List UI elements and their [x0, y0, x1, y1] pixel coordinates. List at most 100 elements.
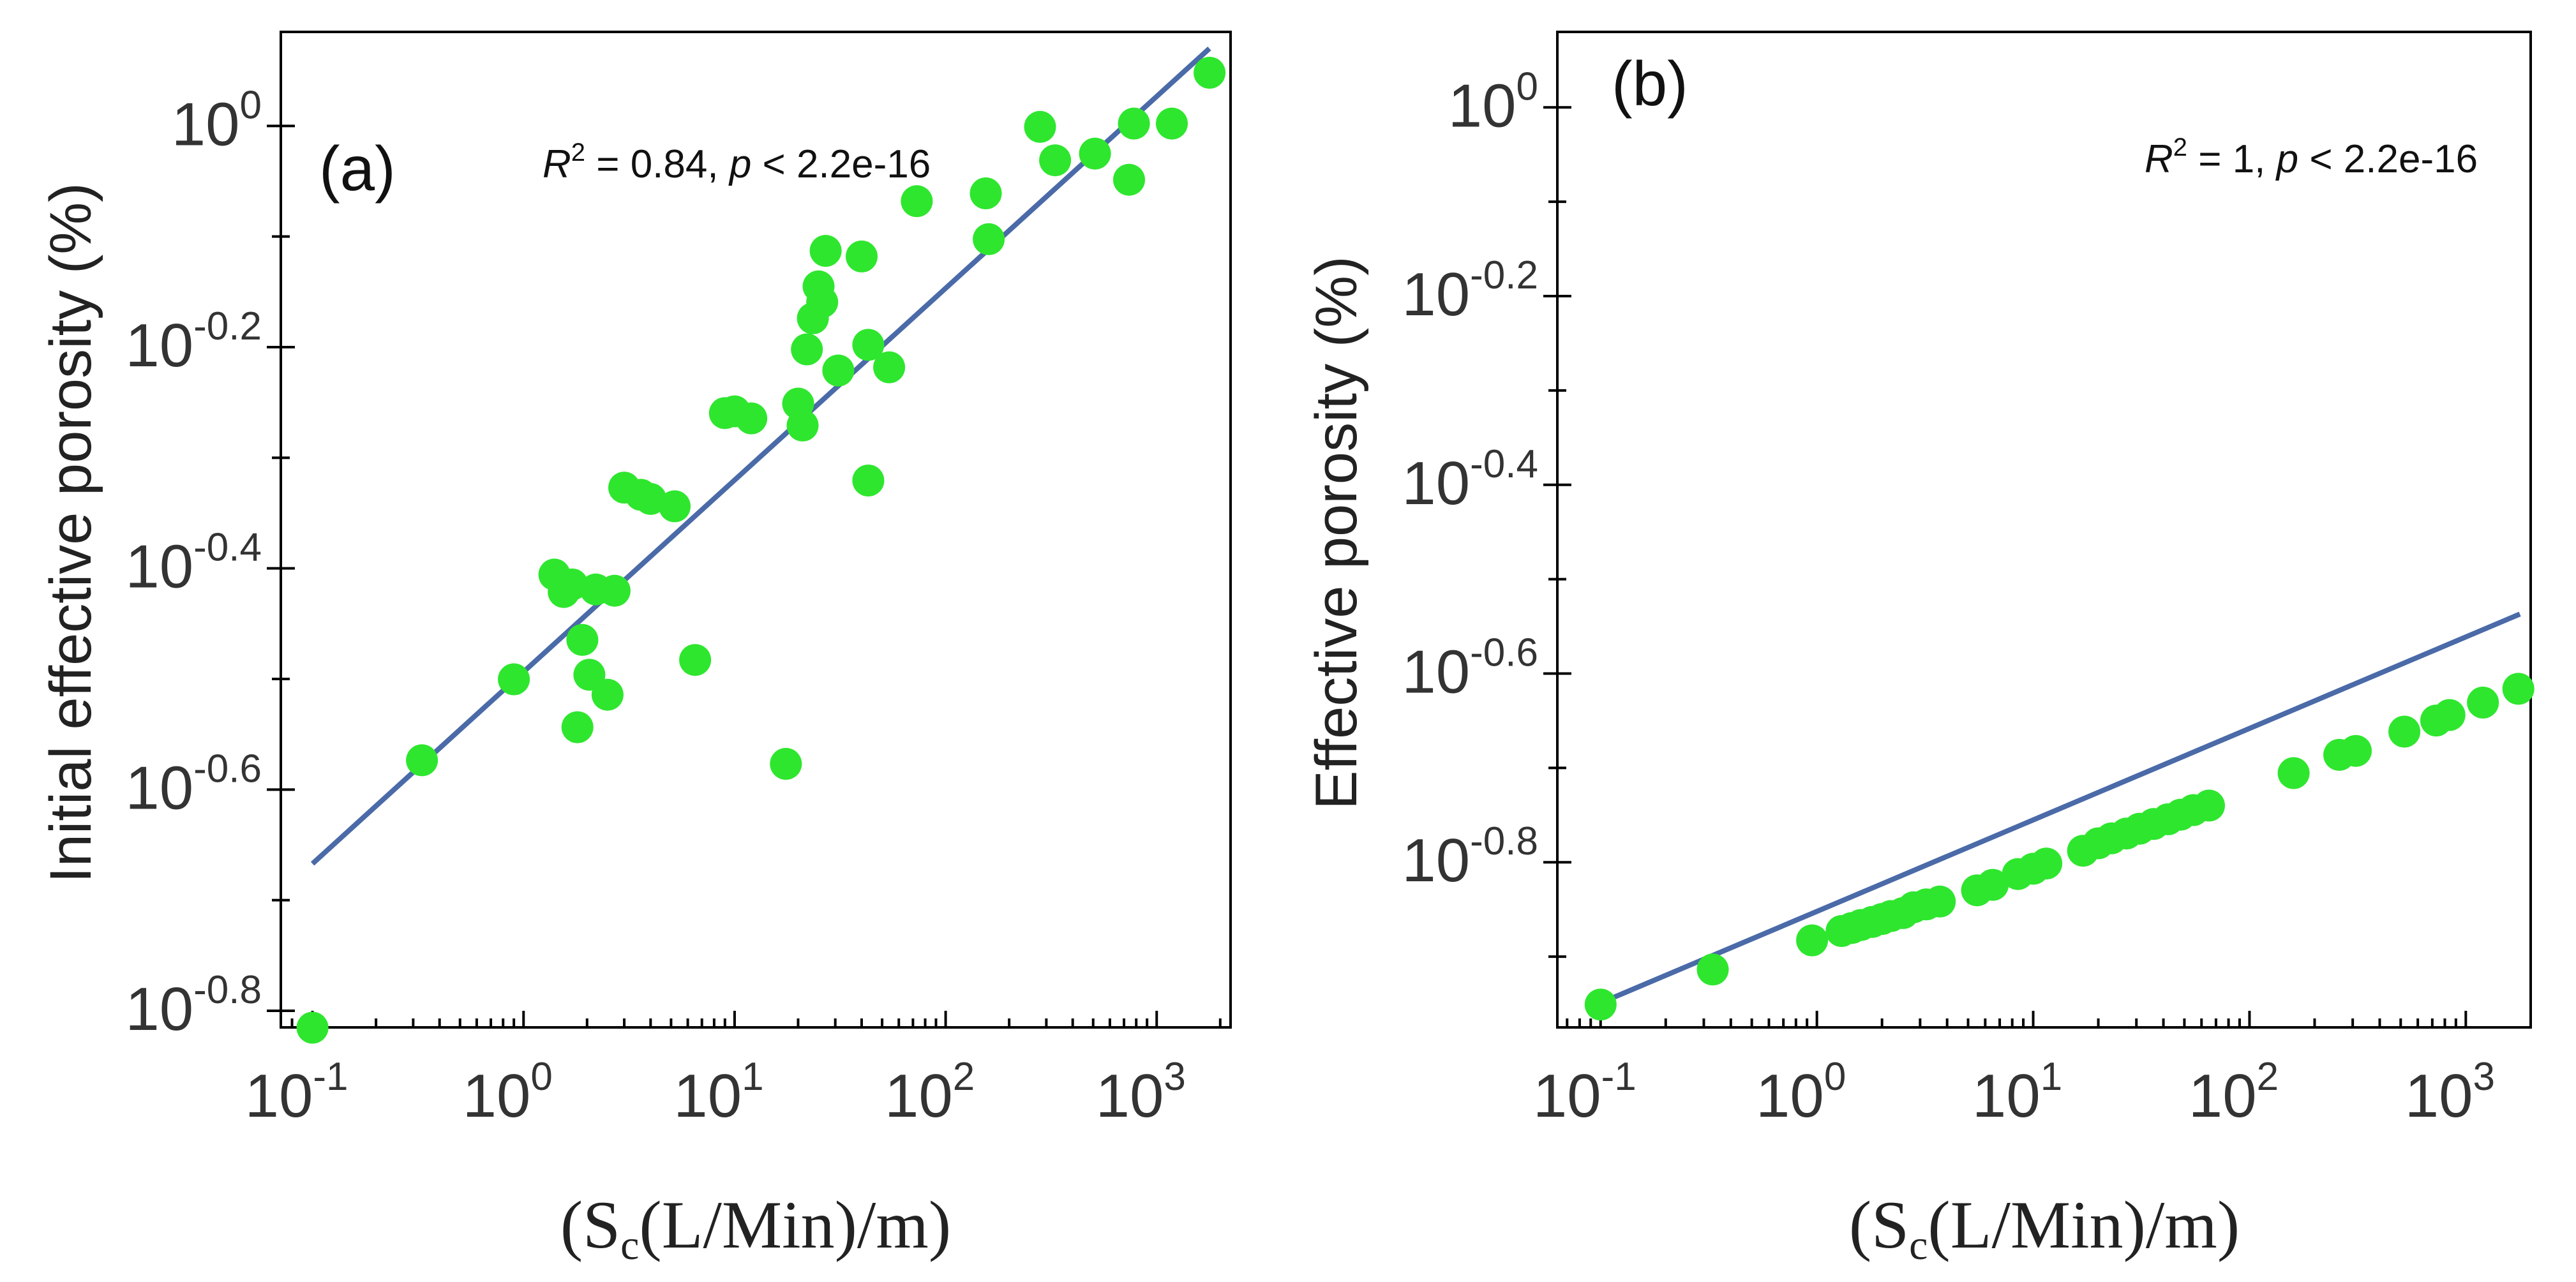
x-label-open: (S [1849, 1188, 1909, 1262]
tick-base: 10 [1402, 637, 1470, 706]
stat-r-value: = 0.84, [585, 142, 730, 186]
x-label-open: (S [560, 1188, 620, 1262]
tick-exponent: 2 [2257, 1055, 2279, 1099]
tick-exponent: -0.6 [193, 747, 262, 791]
data-point [846, 240, 878, 272]
data-point [791, 333, 823, 366]
tick-exponent: -0.6 [1470, 630, 1538, 675]
tick-base: 10 [125, 311, 193, 380]
y-axis-label-b: Effective porosity (%) [1304, 256, 1369, 810]
tick-base: 10 [1756, 1062, 1824, 1130]
tick-exponent: -1 [313, 1055, 348, 1099]
stat-p-symbol: p [2275, 137, 2298, 181]
tick-base: 10 [2189, 1062, 2257, 1130]
points-a [296, 57, 1226, 1044]
y-tick-label: 100 [172, 83, 262, 158]
data-point [1696, 953, 1729, 986]
points-b [1584, 673, 2535, 1021]
x-tick-label: 102 [2189, 1055, 2279, 1130]
data-point [296, 1011, 329, 1044]
tick-base: 10 [1972, 1062, 2041, 1130]
data-point [1118, 107, 1150, 140]
x-label-sub: c [1909, 1222, 1928, 1269]
data-point [634, 482, 667, 515]
panel-label-b: (b) [1612, 48, 1688, 119]
tick-exponent: -0.8 [1470, 819, 1538, 863]
tick-base: 10 [125, 533, 193, 601]
x-tick-label: 10-1 [1533, 1055, 1636, 1130]
x-tick-label: 102 [885, 1055, 975, 1130]
data-point [406, 744, 438, 777]
data-point [786, 409, 819, 442]
data-point [770, 748, 802, 780]
data-point [1194, 57, 1226, 89]
y-tick-label: 10-0.2 [1402, 253, 1538, 329]
tick-exponent: 3 [1164, 1055, 1185, 1099]
data-point [2467, 687, 2499, 719]
tick-base: 10 [463, 1062, 531, 1130]
tick-base: 10 [1448, 71, 1516, 140]
tick-exponent: 1 [2041, 1055, 2062, 1099]
tick-exponent: 3 [2473, 1055, 2494, 1099]
tick-exponent: -0.8 [193, 968, 262, 1012]
tick-base: 10 [172, 90, 240, 158]
tick-base: 10 [1402, 449, 1470, 518]
x-tick-label: 103 [1096, 1055, 1186, 1130]
data-point [591, 678, 624, 711]
x-axis-label-b: (Sc(L/Min)/m) [1849, 1188, 2240, 1269]
data-point [1924, 885, 1956, 918]
data-point [1796, 924, 1829, 957]
y-tick-label: 10-0.6 [125, 747, 262, 822]
tick-base: 10 [125, 754, 193, 822]
data-point [809, 235, 842, 267]
y-axis-label-a: Initial effective porosity (%) [38, 183, 103, 883]
x-label-rest: (L/Min)/m) [639, 1188, 951, 1262]
tick-exponent: 1 [742, 1055, 763, 1099]
y-tick-label: 100 [1448, 64, 1538, 140]
tick-base: 10 [1533, 1062, 1601, 1130]
data-point [1977, 868, 2009, 901]
x-tick-label: 103 [2405, 1055, 2495, 1130]
tick-base: 10 [1402, 826, 1470, 895]
tick-exponent: -0.4 [1470, 442, 1538, 486]
x-axis-label-a: (Sc(L/Min)/m) [560, 1188, 951, 1269]
tick-exponent: 0 [240, 83, 262, 127]
data-point [852, 465, 885, 496]
data-point [1024, 110, 1056, 143]
data-point [873, 351, 906, 384]
data-point [659, 490, 691, 523]
data-point [822, 354, 855, 387]
stat-r-exp: 2 [2173, 133, 2187, 161]
data-point [1079, 137, 1111, 170]
data-point [1039, 144, 1072, 177]
data-point [1113, 163, 1145, 196]
data-point [679, 644, 712, 676]
tick-exponent: 0 [1516, 64, 1538, 108]
data-point [598, 574, 631, 607]
panel-label-a: (a) [319, 133, 396, 204]
tick-exponent: -0.4 [193, 526, 262, 570]
data-point [852, 329, 885, 361]
tick-exponent: 2 [953, 1055, 975, 1099]
data-point [2193, 789, 2225, 822]
y-tick-label: 10-0.4 [125, 526, 262, 601]
y-tick-label: 10-0.6 [1402, 630, 1538, 706]
data-point [973, 223, 1005, 255]
stat-p-value: < 2.2e-16 [2298, 137, 2478, 181]
ticks-a [267, 124, 1222, 1027]
stat-text-b: R2 = 1, p < 2.2e-16 [2145, 133, 2478, 181]
data-point [1584, 988, 1617, 1021]
ticks-b [1543, 106, 2467, 1027]
data-point [1156, 107, 1188, 140]
data-point [561, 711, 594, 743]
y-tick-label: 10-0.2 [125, 304, 262, 380]
data-point [2277, 757, 2310, 789]
tick-base: 10 [1402, 260, 1470, 329]
plot-frame-b [1556, 31, 2532, 1029]
tick-base: 10 [125, 975, 193, 1043]
tick-base: 10 [245, 1062, 313, 1130]
data-point [2340, 734, 2372, 767]
